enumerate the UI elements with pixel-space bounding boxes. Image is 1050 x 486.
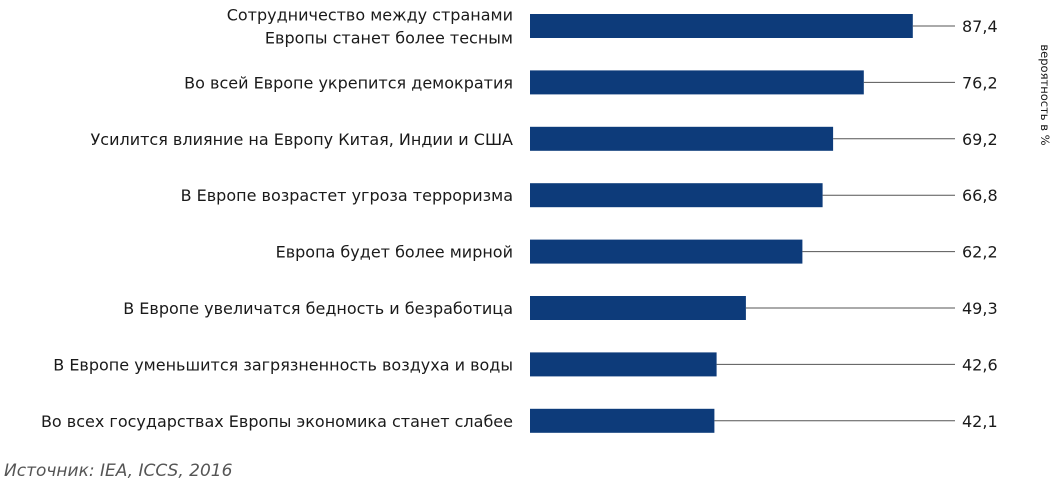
value-label: 42,6	[962, 355, 998, 374]
category-label: Европа будет более мирной	[276, 243, 513, 262]
bars-layer	[530, 14, 913, 433]
bar	[530, 239, 803, 264]
bar	[530, 296, 746, 320]
category-label-line: В Европе возрастет угроза терроризма	[181, 186, 513, 205]
value-label: 62,2	[962, 243, 998, 262]
bar	[530, 70, 864, 95]
category-labels-layer: Сотрудничество между странами Европы стан…	[41, 6, 513, 431]
source-note: Источник: IEA, ICCS, 2016	[4, 461, 233, 481]
value-label: 49,3	[962, 299, 998, 318]
bar	[530, 408, 715, 433]
category-label-line: Европа будет более мирной	[276, 243, 513, 262]
bar	[530, 352, 717, 377]
category-label: В Европе увеличатся бедность и безработи…	[123, 299, 513, 318]
bar	[530, 183, 823, 208]
category-label-line: Усилится влияние на Европу Китая, Индии …	[91, 130, 514, 149]
value-label: 42,1	[962, 412, 998, 431]
value-label: 69,2	[962, 130, 998, 149]
category-label-line: Европы станет более тесным	[265, 29, 513, 48]
bar	[530, 14, 913, 38]
category-label: В Европе возрастет угроза терроризма	[181, 186, 513, 205]
category-label-line: В Европе увеличатся бедность и безработи…	[123, 299, 513, 318]
bar	[530, 126, 834, 151]
category-label: В Европе уменьшится загрязненность возду…	[53, 355, 513, 374]
axis-label-probability: вероятность в %	[1038, 44, 1050, 145]
leader-lines-layer	[714, 25, 955, 422]
category-label: Во всей Европе укрепится демократия	[184, 73, 513, 92]
category-label-line: Во всех государствах Европы экономика ст…	[41, 412, 513, 431]
category-label: Во всех государствах Европы экономика ст…	[41, 412, 513, 431]
category-label: Усилится влияние на Европу Китая, Индии …	[91, 130, 514, 149]
value-label: 76,2	[962, 73, 998, 92]
category-label: Сотрудничество между странами Европы стан…	[227, 6, 513, 48]
value-label: 66,8	[962, 186, 998, 205]
value-labels-layer: 87,4 76,2 69,2 66,8 62,2 49,3 42,6 42,1	[962, 17, 998, 431]
value-label: 87,4	[962, 17, 998, 36]
category-label-line: Во всей Европе укрепится демократия	[184, 73, 513, 92]
category-label-line: Сотрудничество между странами	[227, 6, 513, 25]
category-label-line: В Европе уменьшится загрязненность возду…	[53, 355, 513, 374]
